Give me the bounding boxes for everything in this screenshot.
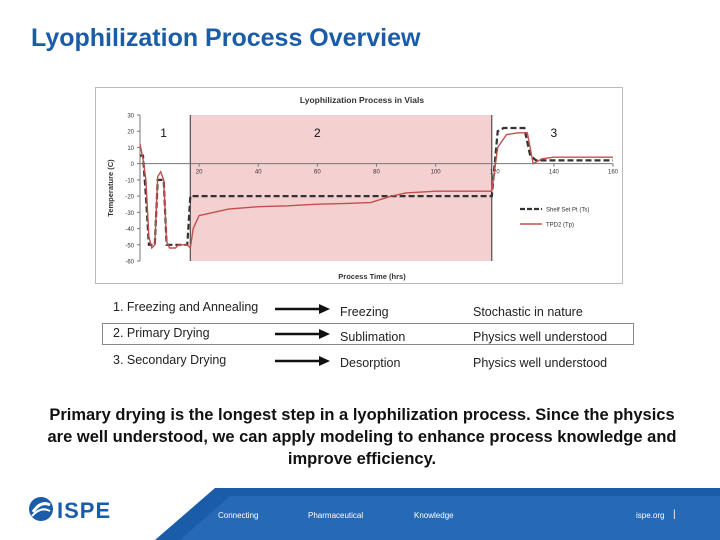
y-tick-label: 0 — [131, 162, 135, 168]
footer-tagline-pharmaceutical: Pharmaceutical — [308, 511, 364, 520]
nature-label-2: Physics well understood — [473, 330, 608, 344]
step-label-3: 3. Secondary Drying — [113, 353, 227, 367]
y-tick-label: -60 — [125, 260, 134, 266]
x-tick-label: 140 — [549, 170, 560, 176]
chart-container: 30 20 10 0 -10 -20 -30 -40 -50 -60 20 40 60 80 100 120 1… — [95, 87, 623, 284]
phase-label-3: 3 — [551, 126, 558, 140]
phase-label-1: 1 — [160, 126, 167, 140]
process-label-1: Freezing — [340, 305, 389, 319]
ispe-logo-text: ISPE — [57, 498, 112, 523]
y-tick-label: 20 — [127, 130, 134, 136]
footer-tagline-knowledge: Knowledge — [414, 511, 454, 520]
phase-label-2: 2 — [314, 126, 321, 140]
y-tick-label: -40 — [125, 227, 134, 233]
x-tick-label: 100 — [431, 170, 442, 176]
x-tick-label: 20 — [196, 170, 203, 176]
y-tick-label: 10 — [127, 146, 134, 152]
footer-tagline-connecting: Connecting — [218, 511, 259, 520]
slide-title: Lyophilization Process Overview — [31, 24, 421, 52]
shaded-region-primary-drying — [190, 115, 492, 261]
y-tick-label: -50 — [125, 243, 134, 249]
footer-divider: | — [673, 509, 676, 520]
summary-text: Primary drying is the longest step in a … — [47, 406, 677, 468]
highlight-row-primary-drying — [102, 323, 634, 345]
legend-entry-1: Shelf Set Pt (Ts) — [546, 208, 589, 214]
series-line-2 — [139, 132, 613, 250]
step-label-2: 2. Primary Drying — [113, 326, 210, 340]
y-tick-label: -30 — [125, 211, 134, 217]
y-axis-label: Temperature (C) — [106, 159, 115, 217]
x-axis-label: Process Time (hrs) — [338, 272, 406, 281]
y-tick-label: -20 — [125, 195, 134, 201]
y-tick-label: -10 — [125, 178, 134, 184]
nature-label-1: Stochastic in nature — [473, 305, 583, 319]
x-tick-label: 60 — [314, 170, 321, 176]
x-tick-label: 120 — [490, 170, 501, 176]
process-label-3: Desorption — [340, 356, 401, 370]
chart-title: Lyophilization Process in Vials — [300, 95, 425, 105]
footer-url-link[interactable]: ispe.org — [636, 511, 665, 520]
y-tick-label: 30 — [127, 114, 134, 120]
arrow-icon — [275, 329, 330, 339]
legend-entry-2: TPD2 (Tp) — [546, 223, 574, 229]
footer-bar — [0, 488, 720, 540]
process-label-2: Sublimation — [340, 330, 406, 344]
arrow-icon — [275, 356, 330, 366]
nature-label-3: Physics well understood — [473, 356, 608, 370]
x-tick-label: 160 — [608, 170, 619, 176]
step-label-1: 1. Freezing and Annealing — [113, 300, 259, 314]
x-tick-label: 40 — [255, 170, 262, 176]
x-tick-label: 80 — [373, 170, 380, 176]
arrow-icon — [275, 304, 330, 314]
ispe-logo-icon — [29, 497, 53, 521]
